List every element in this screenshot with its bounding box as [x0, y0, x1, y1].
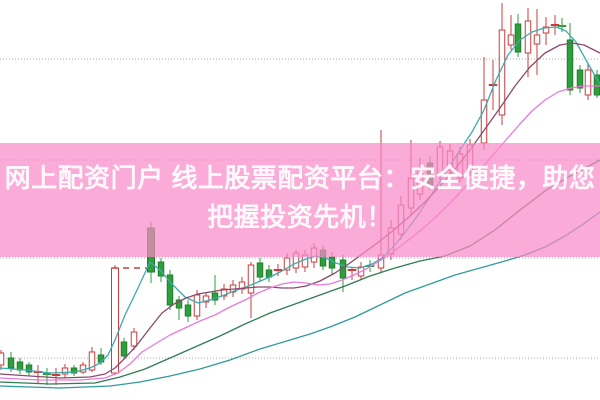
promo-banner-line1: 网上配资门户 线上股票配资平台：安全便捷，助您	[4, 163, 596, 193]
promo-banner-line2: 把握投资先机！	[207, 202, 393, 232]
promo-ad-banner[interactable]: 网上配资门户 线上股票配资平台：安全便捷，助您 把握投资先机！	[0, 143, 600, 257]
